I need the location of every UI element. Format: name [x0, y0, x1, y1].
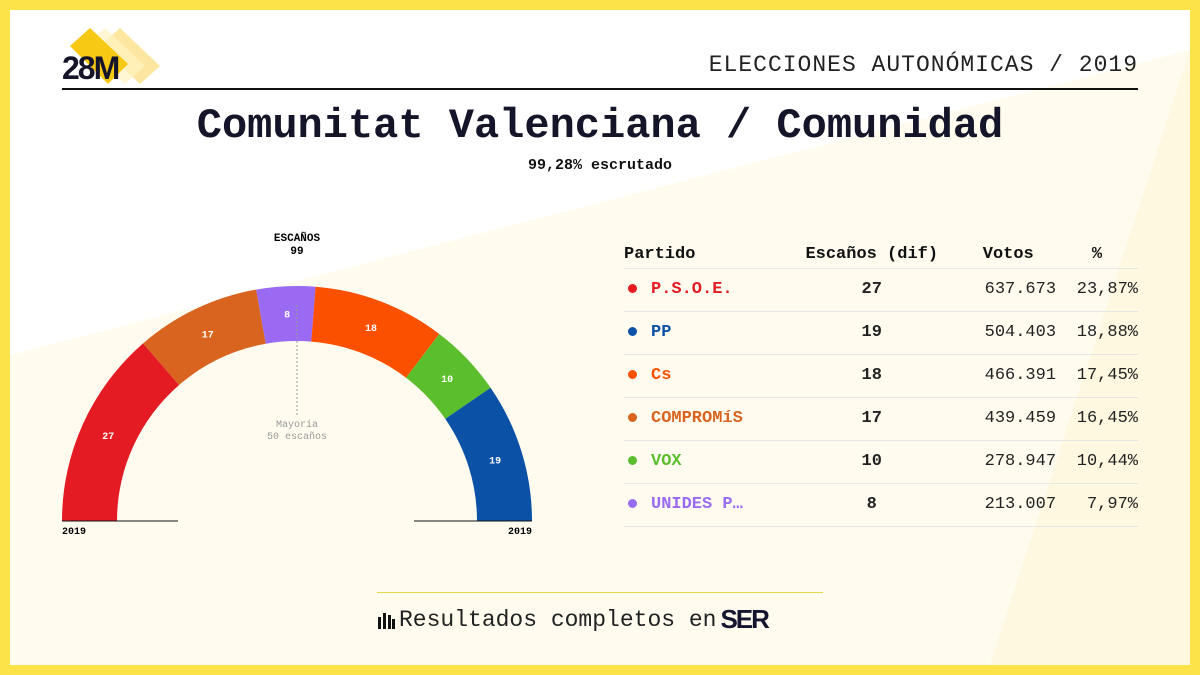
party-dot-icon — [628, 499, 637, 509]
col-votes: Votos — [982, 245, 1034, 265]
seats-cell: 18 — [783, 353, 961, 397]
seat-label: 27 — [102, 432, 114, 443]
seat-label: 19 — [489, 456, 501, 467]
seats-cell: 8 — [783, 482, 961, 527]
seats-cell: 27 — [783, 267, 961, 311]
votes-cell: 504.403 — [960, 310, 1057, 354]
full-results-link[interactable]: Resultados completos en SER — [377, 604, 770, 635]
seat-label: 8 — [284, 311, 290, 322]
pct-cell: 17,45% — [1056, 353, 1138, 397]
votes-cell: 278.947 — [960, 439, 1057, 483]
pct-cell: 7,97% — [1056, 482, 1138, 527]
table-row: COMPROMíS 17 439.459 16,45% — [624, 396, 1138, 440]
pct-cell: 18,88% — [1056, 310, 1138, 354]
results-card: 28M ELECCIONES AUTONÓMICAS / 2019 Comuni… — [10, 10, 1190, 665]
pct-cell: 10,44% — [1056, 439, 1138, 483]
majority-value: 50 escaños — [267, 431, 327, 443]
footer-text: Resultados completos en — [399, 606, 717, 633]
votes-cell: 466.391 — [960, 353, 1057, 397]
logo-28m: 28M — [62, 50, 120, 86]
right-year-label: 2019 — [508, 527, 532, 535]
seats-cell: 19 — [783, 310, 961, 354]
col-seats: Escaños (dif) — [805, 245, 939, 265]
party-name: PP — [651, 323, 672, 342]
votes-cell: 637.673 — [960, 267, 1057, 311]
party-name: P.S.O.E. — [651, 280, 733, 299]
chart-title: ESCAÑOS — [274, 232, 321, 245]
party-cell: PP — [624, 310, 784, 354]
table-row: UNIDES P… 8 213.007 7,97% — [624, 482, 1138, 527]
party-name: UNIDES P… — [651, 495, 743, 514]
party-cell: Cs — [624, 353, 784, 397]
party-cell: UNIDES P… — [624, 482, 784, 527]
seat-segment — [311, 286, 440, 378]
header-divider — [62, 88, 1138, 90]
party-cell: COMPROMíS — [624, 396, 784, 440]
ser-logo: SER — [720, 604, 769, 634]
party-cell: P.S.O.E. — [624, 267, 784, 311]
party-dot-icon — [628, 413, 637, 423]
seat-segment — [256, 286, 316, 344]
party-dot-icon — [628, 370, 637, 380]
seat-segment — [62, 343, 180, 521]
results-table: Partido Escaños (dif) Votos % P.S.O.E. 2… — [624, 242, 1138, 527]
table-row: Cs 18 466.391 17,45% — [624, 353, 1138, 397]
table-row: P.S.O.E. 27 637.673 23,87% — [624, 267, 1138, 311]
count-progress: 99,28% escrutado — [527, 157, 673, 174]
header-title: ELECCIONES AUTONÓMICAS / 2019 — [708, 52, 1138, 78]
bar-chart-icon — [378, 612, 395, 629]
party-dot-icon — [628, 456, 637, 466]
logo-chevrons-icon — [70, 28, 160, 84]
seat-label: 18 — [365, 324, 377, 335]
seat-label: 17 — [202, 331, 214, 342]
hemicycle-chart: ESCAÑOS 99 27 17 8 18 10 19 Mayoría 50 escaño… — [62, 232, 532, 535]
footer-divider — [377, 592, 823, 593]
col-pct: % — [1091, 245, 1103, 265]
col-party: Partido — [624, 245, 696, 265]
seats-cell: 10 — [783, 439, 961, 483]
table-row: VOX 10 278.947 10,44% — [624, 439, 1138, 483]
party-name: VOX — [651, 452, 682, 471]
party-name: Cs — [651, 366, 672, 385]
majority-label: Mayoría — [276, 419, 318, 431]
party-cell: VOX — [624, 439, 784, 483]
seat-segment — [143, 289, 266, 385]
left-year-label: 2019 — [62, 527, 86, 535]
party-name: COMPROMíS — [651, 409, 743, 428]
votes-cell: 213.007 — [960, 482, 1057, 527]
votes-cell: 439.459 — [960, 396, 1057, 440]
pct-cell: 23,87% — [1056, 267, 1138, 311]
party-dot-icon — [628, 327, 637, 337]
page-title: Comunitat Valenciana / Comunidad — [196, 102, 1004, 150]
seat-segment — [406, 333, 491, 419]
seats-cell: 17 — [783, 396, 961, 440]
table-row: PP 19 504.403 18,88% — [624, 310, 1138, 354]
chart-total: 99 — [290, 246, 303, 258]
seat-segment — [445, 387, 532, 521]
seat-label: 10 — [441, 375, 453, 386]
party-dot-icon — [628, 284, 637, 294]
pct-cell: 16,45% — [1056, 396, 1138, 440]
